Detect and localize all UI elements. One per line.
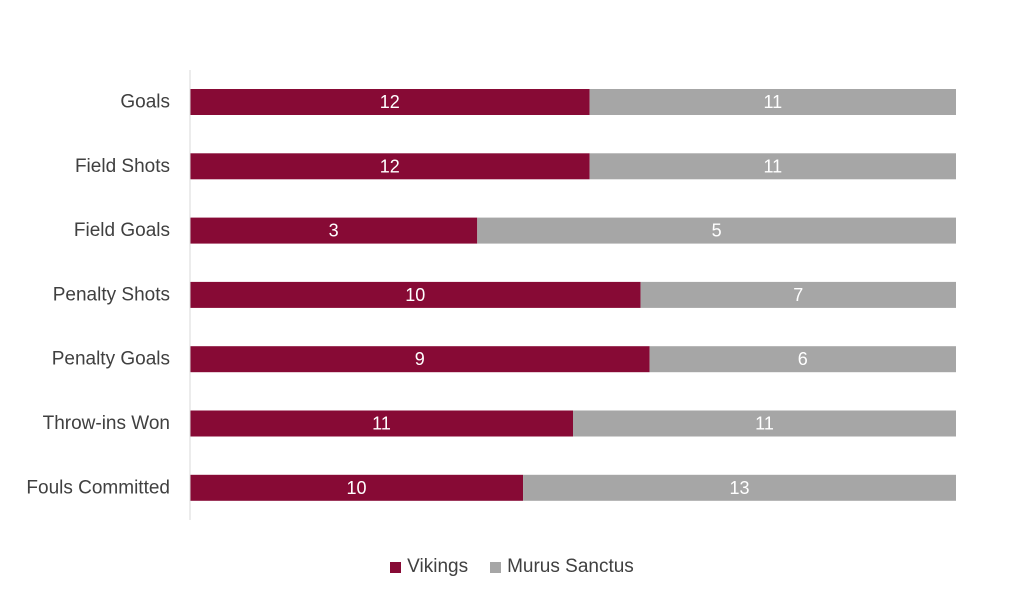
category-label: Field Goals [74,220,170,241]
data-label: 7 [793,285,803,305]
legend-item-murus-sanctus: Murus Sanctus [490,556,634,578]
data-label: 13 [730,478,750,498]
data-label: 6 [798,349,808,369]
category-label: Field Shots [75,156,170,177]
data-label: 12 [380,156,400,176]
bar-vikings [190,346,650,373]
bar-vikings [190,89,590,115]
category-label: Penalty Goals [52,349,170,370]
data-label: 10 [405,285,425,305]
bar-vikings [190,410,573,437]
bar-murus-sanctus [649,346,956,373]
legend-swatch [490,561,502,573]
bar-murus-sanctus [477,217,956,244]
data-label: 11 [372,414,391,434]
legend-label: Vikings [407,556,469,577]
legend-swatch [390,561,402,573]
bar-vikings [190,474,524,501]
data-label: 11 [755,414,774,434]
bar-vikings [190,217,478,244]
data-label: 3 [329,221,339,241]
plot-area: Goals 12 11 Field Shots 12 11 Field Goals 3 5 Pen… [26,89,956,501]
bar-vikings [190,281,641,308]
bar-murus-sanctus [523,474,956,501]
category-label: Penalty Shots [53,284,170,305]
bar-murus-sanctus [640,281,956,308]
category-label: Goals [120,92,170,113]
data-label: 11 [763,156,782,176]
category-label: Throw-ins Won [43,413,170,434]
legend-item-vikings: Vikings [390,556,468,578]
bar-murus-sanctus [589,153,956,180]
legend: Vikings Murus Sanctus [0,552,1024,582]
data-label: 10 [347,478,367,498]
bar-murus-sanctus [573,410,956,437]
category-label: Fouls Committed [26,477,170,498]
bar-murus-sanctus [589,89,956,115]
data-label: 11 [763,92,782,112]
data-label: 9 [415,349,425,369]
data-label: 12 [380,92,400,112]
legend-label: Murus Sanctus [507,556,634,577]
data-label: 5 [712,221,722,241]
bar-vikings [190,153,590,180]
